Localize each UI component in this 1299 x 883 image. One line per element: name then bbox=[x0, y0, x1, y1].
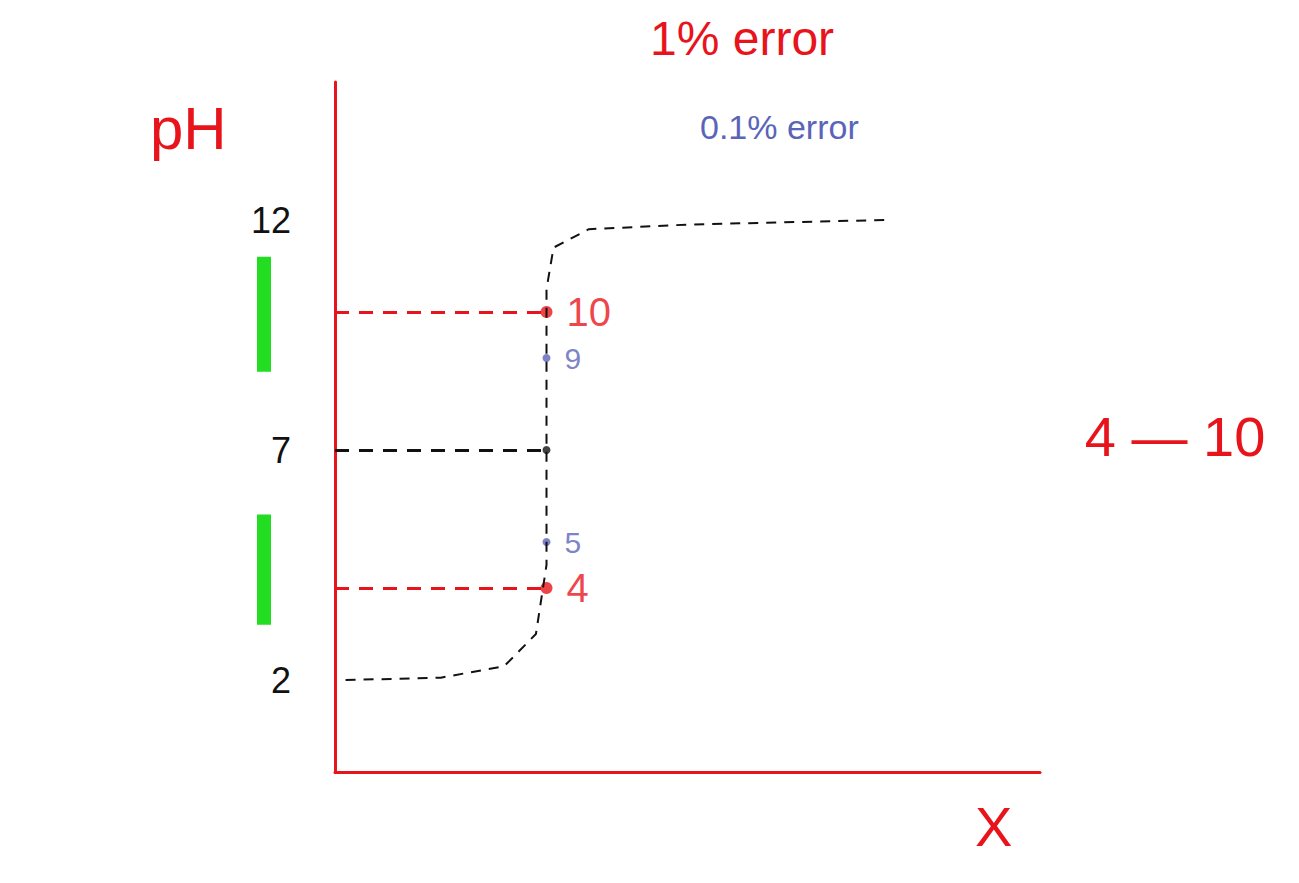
svg-text:4 — 10: 4 — 10 bbox=[1085, 405, 1266, 468]
svg-text:4: 4 bbox=[567, 566, 589, 610]
svg-text:9: 9 bbox=[565, 342, 582, 375]
svg-text:12: 12 bbox=[251, 200, 291, 241]
svg-text:7: 7 bbox=[271, 430, 291, 471]
svg-text:10: 10 bbox=[567, 290, 612, 334]
svg-text:0.1% error: 0.1% error bbox=[700, 108, 859, 146]
svg-text:5: 5 bbox=[565, 526, 582, 559]
svg-text:X: X bbox=[975, 795, 1012, 858]
svg-text:1% error: 1% error bbox=[650, 12, 834, 65]
svg-text:2: 2 bbox=[271, 660, 291, 701]
svg-text:pH: pH bbox=[150, 95, 227, 162]
